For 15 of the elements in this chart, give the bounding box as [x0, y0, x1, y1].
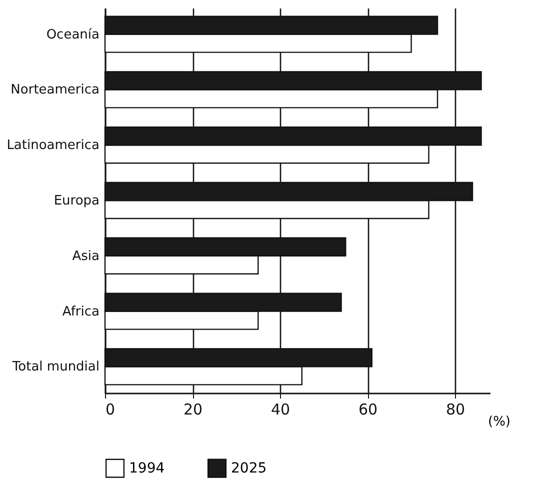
x-tick-label: 20: [183, 400, 203, 418]
legend-label: 2025: [231, 460, 267, 476]
y-tick-label: Asia: [72, 248, 100, 264]
x-tick-label: 60: [358, 400, 378, 418]
y-tick-label: Norteamerica: [10, 82, 100, 98]
x-tick-label: 40: [270, 400, 290, 418]
x-tick-label: 80: [446, 400, 466, 418]
y-tick-label: Europa: [54, 194, 100, 208]
y-tick-label: Oceanía: [46, 27, 100, 42]
y-tick-label: Latinoamerica: [6, 138, 100, 154]
y-tick-label: Total mundial: [11, 360, 100, 375]
legend-label: 1994: [129, 460, 165, 476]
x-tick-label: 0: [106, 400, 116, 418]
y-tick-label: Africa: [62, 304, 100, 320]
x-axis-title: (%): [488, 414, 510, 430]
